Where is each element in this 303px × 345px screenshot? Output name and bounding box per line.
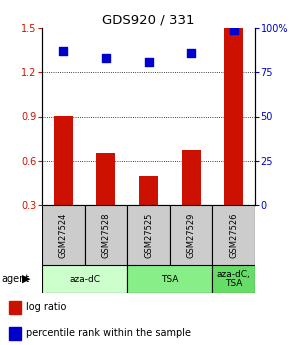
Bar <box>127 205 170 265</box>
Text: aza-dC,
TSA: aza-dC, TSA <box>217 270 251 288</box>
Point <box>104 55 108 61</box>
Text: GSM27526: GSM27526 <box>229 212 238 258</box>
Text: ▶: ▶ <box>22 274 31 284</box>
Bar <box>224 28 243 205</box>
Point <box>189 50 194 56</box>
Bar <box>9 327 21 339</box>
Text: GSM27524: GSM27524 <box>59 212 68 258</box>
Title: GDS920 / 331: GDS920 / 331 <box>102 14 195 27</box>
Text: agent: agent <box>2 274 30 284</box>
Point <box>231 27 236 32</box>
Text: TSA: TSA <box>161 275 178 284</box>
Bar <box>96 154 115 205</box>
Text: log ratio: log ratio <box>26 302 67 312</box>
Point <box>61 48 66 54</box>
Text: aza-dC: aza-dC <box>69 275 100 284</box>
Bar <box>85 205 127 265</box>
Text: percentile rank within the sample: percentile rank within the sample <box>26 328 191 338</box>
Bar <box>127 265 212 293</box>
Text: GSM27529: GSM27529 <box>187 212 196 258</box>
Bar <box>9 301 21 314</box>
Text: GSM27528: GSM27528 <box>102 212 110 258</box>
Text: GSM27525: GSM27525 <box>144 212 153 258</box>
Bar <box>139 176 158 205</box>
Bar <box>170 205 212 265</box>
Bar <box>54 117 73 205</box>
Bar <box>42 205 85 265</box>
Bar <box>181 150 201 205</box>
Bar <box>212 205 255 265</box>
Bar <box>212 265 255 293</box>
Point <box>146 59 151 65</box>
Bar <box>42 265 127 293</box>
